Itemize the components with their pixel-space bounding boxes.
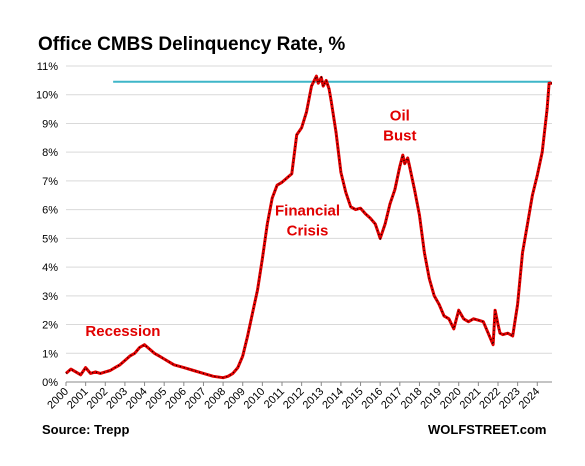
annotation-label: Financial bbox=[275, 202, 340, 219]
x-tick-label: 2002 bbox=[85, 386, 111, 412]
y-tick-label: 11% bbox=[37, 61, 58, 73]
x-tick-label: 2008 bbox=[202, 386, 228, 412]
y-tick-label: 9% bbox=[42, 118, 58, 130]
annotation-label: Bust bbox=[383, 128, 416, 145]
x-tick-label: 2017 bbox=[379, 386, 405, 412]
x-tick-label: 2021 bbox=[458, 386, 484, 412]
annotations: Recession Financial Crisis Oil Bust bbox=[85, 108, 416, 340]
x-tick-label: 2001 bbox=[65, 386, 91, 412]
y-tick-label: 2% bbox=[42, 320, 58, 332]
y-tick-label: 1% bbox=[42, 348, 58, 360]
series-point-markers bbox=[65, 74, 552, 379]
source-label: Source: Trepp bbox=[42, 422, 130, 437]
y-tick-label: 8% bbox=[42, 147, 58, 159]
x-tick-label: 2024 bbox=[517, 386, 543, 412]
x-tick-label: 2022 bbox=[477, 386, 503, 412]
annotation-label: Recession bbox=[85, 323, 160, 340]
x-tick-label: 2018 bbox=[399, 386, 425, 412]
x-tick-label: 2004 bbox=[124, 386, 150, 412]
x-tick-label: 2023 bbox=[497, 386, 523, 412]
x-axis-tick-labels: 2000200120022003200420052006200720082009… bbox=[45, 382, 542, 411]
x-tick-label: 2003 bbox=[104, 386, 130, 412]
y-tick-label: 10% bbox=[36, 90, 58, 102]
y-axis-tick-labels: 0% 1% 2% 3% 4% 5% 6% 7% 8% 9% 10% 11% bbox=[36, 61, 58, 389]
y-tick-label: 0% bbox=[42, 377, 58, 389]
annotation-label: Crisis bbox=[287, 222, 329, 239]
x-tick-label: 2006 bbox=[163, 386, 189, 412]
y-tick-label: 5% bbox=[42, 233, 58, 245]
x-tick-label: 2011 bbox=[262, 386, 287, 411]
x-tick-label: 2016 bbox=[360, 386, 386, 412]
y-tick-label: 6% bbox=[42, 205, 58, 217]
annotation-label: Oil bbox=[390, 108, 410, 125]
brand-label: WOLFSTREET.com bbox=[428, 422, 547, 437]
x-tick-label: 2007 bbox=[183, 386, 209, 412]
x-tick-label: 2013 bbox=[301, 386, 327, 412]
x-tick-label: 2015 bbox=[340, 386, 366, 412]
y-tick-label: 3% bbox=[42, 291, 58, 303]
x-tick-label: 2009 bbox=[222, 386, 248, 412]
x-tick-label: 2019 bbox=[418, 386, 444, 412]
x-tick-label: 2005 bbox=[144, 386, 170, 412]
x-tick-label: 2020 bbox=[438, 386, 464, 412]
x-tick-label: 2010 bbox=[242, 386, 268, 412]
x-tick-label: 2014 bbox=[320, 386, 346, 412]
x-tick-label: 2000 bbox=[45, 386, 71, 412]
y-tick-label: 7% bbox=[42, 176, 58, 188]
x-tick-label: 2012 bbox=[281, 386, 307, 412]
chart-title: Office CMBS Delinquency Rate, % bbox=[38, 34, 346, 55]
y-tick-label: 4% bbox=[42, 262, 58, 274]
